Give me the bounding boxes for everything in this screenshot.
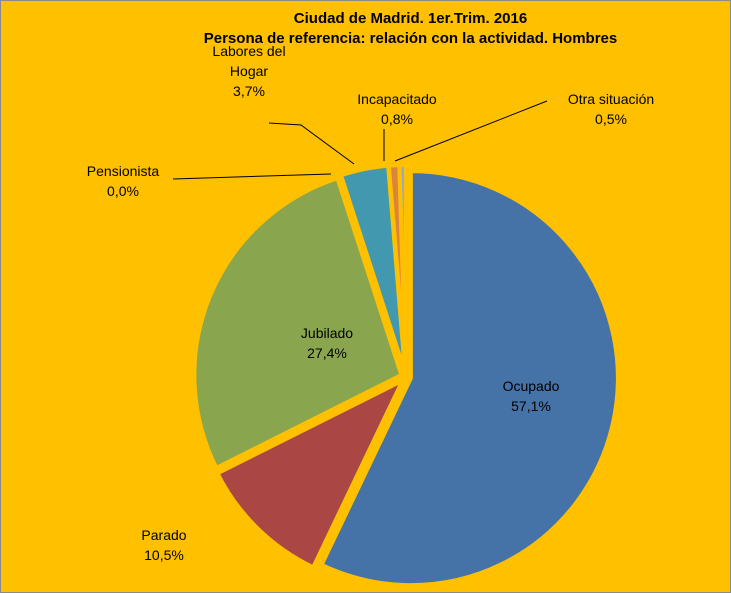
pie-slice (319, 169, 620, 588)
value-label: 3,7% (233, 83, 265, 99)
value-label: 0,0% (107, 183, 139, 199)
value-label: 0,5% (595, 111, 627, 127)
slice-label: Jubilado 27,4% (301, 323, 353, 363)
category-label: Otra situación (567, 91, 655, 107)
category-label: Parado (141, 527, 187, 543)
pie-slice (192, 176, 404, 470)
category-label: Ocupado (502, 378, 560, 394)
slice-label: Labores del Hogar 3,7% (204, 41, 294, 101)
leader-line (394, 100, 548, 162)
value-label: 10,5% (144, 547, 184, 563)
category-label: Labores del Hogar (212, 43, 286, 79)
value-label: 27,4% (307, 345, 347, 361)
pie-slice (338, 173, 407, 375)
value-label: 0,8% (381, 111, 413, 127)
leader-line (268, 122, 355, 165)
slice-label: Parado 10,5% (141, 525, 186, 565)
chart-subtitle: Persona de referencia: relación con la a… (203, 30, 618, 47)
pie-slice (215, 378, 405, 570)
slice-label: Pensionista 0,0% (87, 161, 159, 201)
value-label: 57,1% (511, 398, 551, 414)
category-label: Incapacitado (357, 91, 437, 107)
slice-label: Otra situación 0,5% (568, 89, 654, 129)
category-label: Pensionista (86, 163, 160, 179)
chart-title: Ciudad de Madrid. 1er.Trim. 2016 (293, 10, 528, 27)
category-label: Jubilado (300, 325, 354, 341)
leader-line (172, 173, 332, 180)
slice-label: Ocupado 57,1% (503, 376, 560, 416)
slice-label: Incapacitado 0,8% (357, 89, 436, 129)
